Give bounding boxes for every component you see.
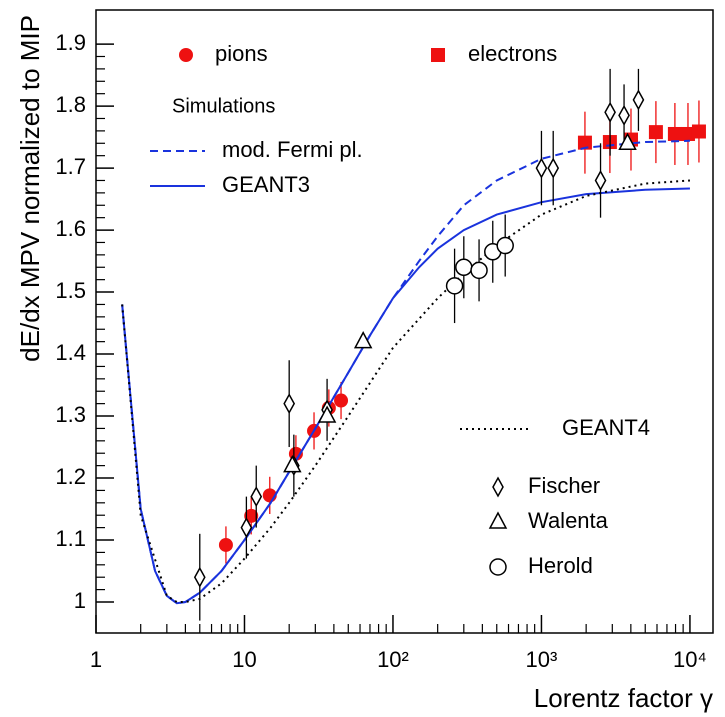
- data-point: [445, 277, 464, 295]
- legend-swatch: [492, 476, 504, 498]
- x-tick-label: 10⁴: [673, 647, 707, 672]
- data-point: [353, 331, 373, 349]
- data-point: [691, 124, 706, 139]
- data-point: [618, 104, 630, 126]
- legend-label: Walenta: [528, 508, 609, 533]
- legend-label: GEANT3: [222, 172, 310, 197]
- curve: [121, 187, 690, 605]
- data-point: [470, 261, 488, 280]
- legend-label: pions: [215, 41, 268, 66]
- data-point: [648, 125, 663, 140]
- legend-label: mod. Fermi pl.: [222, 137, 363, 162]
- data-point: [535, 157, 548, 179]
- data-point: [618, 132, 637, 151]
- data-point: [334, 393, 349, 408]
- y-tick-label: 1: [74, 588, 86, 613]
- x-tick-label: 10: [232, 647, 256, 672]
- data-point: [283, 393, 296, 415]
- y-axis-label: dE/dx MPV normalized to MIP: [15, 15, 45, 362]
- data-point: [604, 101, 616, 123]
- legend-swatch: [431, 48, 445, 62]
- legend-label: GEANT4: [562, 415, 650, 440]
- data-point: [244, 508, 259, 523]
- y-tick-label: 1.9: [55, 30, 86, 55]
- legend-swatch: [488, 511, 508, 529]
- data-point: [547, 157, 560, 179]
- data-point: [250, 486, 263, 508]
- y-tick-label: 1.7: [55, 154, 86, 179]
- data-point: [680, 126, 695, 141]
- curve: [121, 179, 691, 604]
- y-tick-label: 1.4: [55, 340, 86, 365]
- x-tick-label: 1: [90, 647, 102, 672]
- data-point: [240, 517, 253, 539]
- data-point: [577, 135, 592, 150]
- x-tick-label: 10³: [526, 647, 558, 672]
- data-point: [317, 405, 337, 423]
- legend-label: electrons: [468, 41, 557, 66]
- y-tick-label: 1.5: [55, 278, 86, 303]
- legend-heading: Simulations: [172, 95, 275, 117]
- y-tick-label: 1.2: [55, 464, 86, 489]
- legend-swatch: [489, 558, 507, 576]
- data-point: [283, 455, 302, 473]
- y-tick-label: 1.8: [55, 92, 86, 117]
- y-tick-label: 1.3: [55, 402, 86, 427]
- legend-label: Fischer: [528, 473, 600, 498]
- data-point: [455, 258, 473, 277]
- legend-label: Herold: [528, 553, 593, 578]
- data-point: [193, 566, 206, 588]
- data-point: [632, 89, 645, 111]
- x-tick-label: 10²: [377, 647, 409, 672]
- curve: [121, 139, 690, 605]
- data-point: [496, 236, 514, 255]
- legend-swatch: [179, 48, 193, 62]
- plot-frame: [95, 9, 714, 634]
- x-axis-label: Lorentz factor γ: [534, 683, 713, 713]
- data-point: [667, 126, 682, 141]
- data-point: [594, 169, 607, 192]
- data-point: [218, 537, 233, 552]
- y-tick-label: 1.6: [55, 216, 86, 241]
- y-tick-label: 1.1: [55, 526, 86, 551]
